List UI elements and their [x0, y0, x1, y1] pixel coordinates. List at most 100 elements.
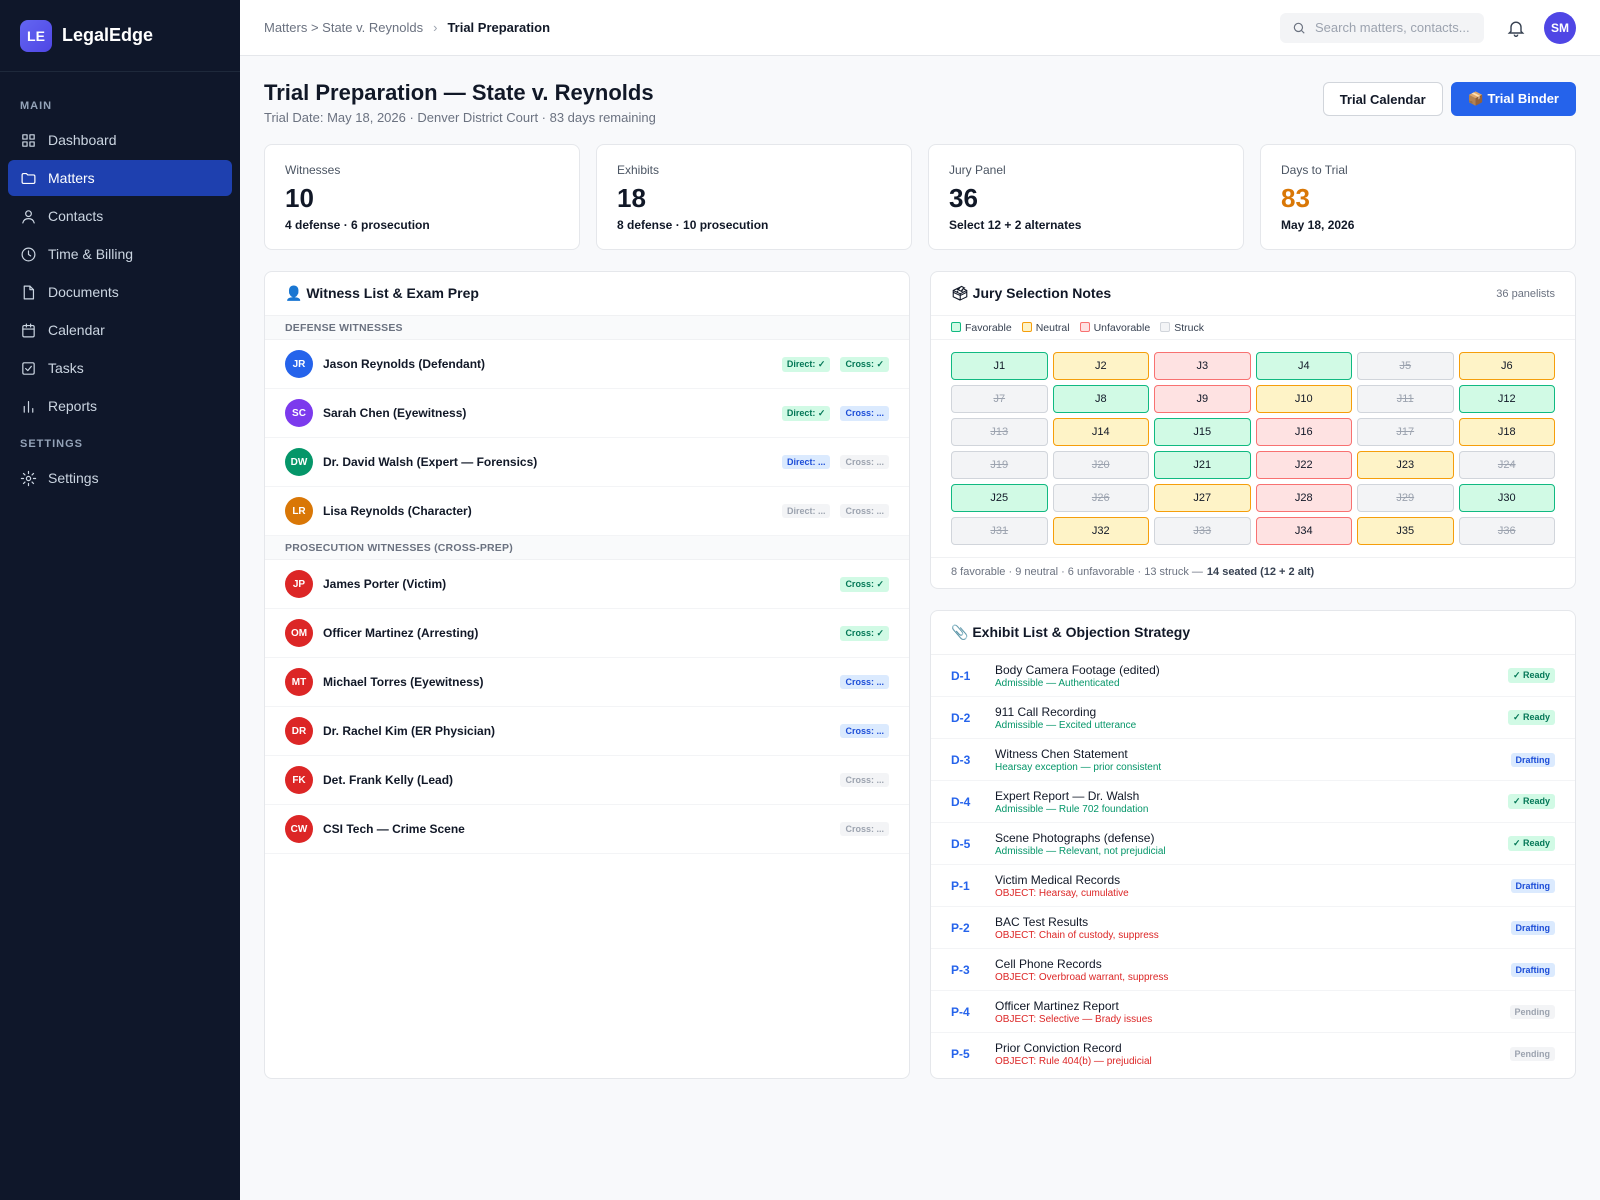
clock-icon [20, 246, 37, 263]
juror-cell[interactable]: J11 [1357, 385, 1454, 413]
juror-cell[interactable]: J30 [1459, 484, 1556, 512]
direct-exam-badge: Direct: ... [782, 455, 831, 469]
juror-cell[interactable]: J33 [1154, 517, 1251, 545]
witness-row[interactable]: JP James Porter (Victim) Cross: ✓ [265, 560, 909, 609]
exhibit-row[interactable]: D-1 Body Camera Footage (edited) Admissibl… [931, 655, 1575, 697]
sidebar-item-label: Dashboard [48, 132, 117, 148]
sidebar-item-reports[interactable]: Reports [8, 388, 232, 424]
juror-cell[interactable]: J16 [1256, 418, 1353, 446]
cross-exam-badge: Cross: ✓ [840, 577, 889, 592]
exhibit-id: D-1 [951, 669, 995, 683]
witness-card-title: 👤 Witness List & Exam Prep [285, 285, 479, 302]
exhibit-name: 911 Call Recording [995, 705, 1136, 719]
juror-cell[interactable]: J26 [1053, 484, 1150, 512]
juror-cell[interactable]: J3 [1154, 352, 1251, 380]
juror-cell[interactable]: J10 [1256, 385, 1353, 413]
trial-calendar-button[interactable]: Trial Calendar [1323, 82, 1443, 116]
exhibit-row[interactable]: P-5 Prior Conviction Record OBJECT: Rule 4… [931, 1033, 1575, 1075]
juror-cell[interactable]: J34 [1256, 517, 1353, 545]
stat-label: Witnesses [285, 163, 559, 177]
exhibit-row[interactable]: P-3 Cell Phone Records OBJECT: Overbroad w… [931, 949, 1575, 991]
juror-cell[interactable]: J25 [951, 484, 1048, 512]
juror-cell[interactable]: J23 [1357, 451, 1454, 479]
witness-name: Jason Reynolds (Defendant) [323, 357, 485, 371]
brand[interactable]: LE LegalEdge [0, 0, 240, 72]
exhibit-status-badge: Drafting [1511, 921, 1556, 935]
witness-row[interactable]: FK Det. Frank Kelly (Lead) Cross: ... [265, 756, 909, 805]
witness-name: CSI Tech — Crime Scene [323, 822, 465, 836]
search-icon [1292, 21, 1306, 35]
jury-card-title: 🗳 Jury Selection Notes [951, 285, 1111, 302]
witness-row[interactable]: SC Sarah Chen (Eyewitness) Direct: ✓ Cross:… [265, 389, 909, 438]
exhibit-id: P-2 [951, 921, 995, 935]
exhibit-row[interactable]: P-4 Officer Martinez Report OBJECT: Select… [931, 991, 1575, 1033]
juror-cell[interactable]: J28 [1256, 484, 1353, 512]
juror-cell[interactable]: J27 [1154, 484, 1251, 512]
juror-cell[interactable]: J6 [1459, 352, 1556, 380]
witness-row[interactable]: DW Dr. David Walsh (Expert — Forensics) Di… [265, 438, 909, 487]
juror-cell[interactable]: J35 [1357, 517, 1454, 545]
legend-label: Unfavorable [1094, 322, 1151, 334]
sidebar-item-dashboard[interactable]: Dashboard [8, 122, 232, 158]
exhibit-strategy: Admissible — Authenticated [995, 678, 1160, 689]
witness-row[interactable]: LR Lisa Reynolds (Character) Direct: ... Cr… [265, 487, 909, 536]
trial-binder-button[interactable]: 📦 Trial Binder [1451, 82, 1576, 116]
juror-cell[interactable]: J8 [1053, 385, 1150, 413]
witness-avatar: SC [285, 399, 313, 427]
juror-cell[interactable]: J18 [1459, 418, 1556, 446]
exhibit-row[interactable]: P-2 BAC Test Results OBJECT: Chain of cust… [931, 907, 1575, 949]
sidebar-item-time-billing[interactable]: Time & Billing [8, 236, 232, 272]
exhibit-row[interactable]: D-5 Scene Photographs (defense) Admissible… [931, 823, 1575, 865]
exhibit-row[interactable]: D-2 911 Call Recording Admissible — Excite… [931, 697, 1575, 739]
sidebar-item-calendar[interactable]: Calendar [8, 312, 232, 348]
breadcrumb-parent[interactable]: Matters > State v. Reynolds [264, 20, 423, 35]
juror-cell[interactable]: J1 [951, 352, 1048, 380]
breadcrumb-current: Trial Preparation [447, 20, 550, 35]
exhibit-info: Victim Medical Records OBJECT: Hearsay, c… [995, 873, 1129, 899]
juror-cell[interactable]: J31 [951, 517, 1048, 545]
legend-swatch [1080, 322, 1090, 332]
sidebar-item-settings[interactable]: Settings [8, 460, 232, 496]
juror-cell[interactable]: J14 [1053, 418, 1150, 446]
juror-cell[interactable]: J13 [951, 418, 1048, 446]
juror-cell[interactable]: J24 [1459, 451, 1556, 479]
juror-cell[interactable]: J5 [1357, 352, 1454, 380]
juror-cell[interactable]: J7 [951, 385, 1048, 413]
sidebar-item-label: Reports [48, 398, 97, 414]
exhibit-info: Prior Conviction Record OBJECT: Rule 404(… [995, 1041, 1152, 1067]
juror-cell[interactable]: J9 [1154, 385, 1251, 413]
sidebar-item-contacts[interactable]: Contacts [8, 198, 232, 234]
search-input[interactable]: Search matters, contacts... [1280, 13, 1484, 43]
juror-cell[interactable]: J19 [951, 451, 1048, 479]
nav-settings: Settings [0, 460, 240, 496]
juror-cell[interactable]: J22 [1256, 451, 1353, 479]
juror-cell[interactable]: J12 [1459, 385, 1556, 413]
exhibit-name: Witness Chen Statement [995, 747, 1161, 761]
sidebar-item-tasks[interactable]: Tasks [8, 350, 232, 386]
juror-cell[interactable]: J17 [1357, 418, 1454, 446]
notifications-button[interactable] [1506, 18, 1526, 38]
document-icon [20, 284, 37, 301]
exhibit-row[interactable]: P-1 Victim Medical Records OBJECT: Hearsay… [931, 865, 1575, 907]
juror-cell[interactable]: J15 [1154, 418, 1251, 446]
witness-row[interactable]: MT Michael Torres (Eyewitness) Cross: ... [265, 658, 909, 707]
witness-row[interactable]: CW CSI Tech — Crime Scene Cross: ... [265, 805, 909, 854]
exhibit-row[interactable]: D-4 Expert Report — Dr. Walsh Admissible —… [931, 781, 1575, 823]
juror-cell[interactable]: J21 [1154, 451, 1251, 479]
sidebar-item-matters[interactable]: Matters [8, 160, 232, 196]
juror-cell[interactable]: J4 [1256, 352, 1353, 380]
witness-row[interactable]: JR Jason Reynolds (Defendant) Direct: ✓ Cro… [265, 340, 909, 389]
witness-name: Dr. David Walsh (Expert — Forensics) [323, 455, 537, 469]
exhibit-row[interactable]: D-3 Witness Chen Statement Hearsay excepti… [931, 739, 1575, 781]
prosecution-witnesses-label: PROSECUTION WITNESSES (CROSS-PREP) [265, 536, 909, 560]
sidebar-item-documents[interactable]: Documents [8, 274, 232, 310]
witness-row[interactable]: OM Officer Martinez (Arresting) Cross: ✓ [265, 609, 909, 658]
juror-cell[interactable]: J20 [1053, 451, 1150, 479]
juror-cell[interactable]: J29 [1357, 484, 1454, 512]
user-avatar[interactable]: SM [1544, 12, 1576, 44]
juror-cell[interactable]: J2 [1053, 352, 1150, 380]
witness-row[interactable]: DR Dr. Rachel Kim (ER Physician) Cross: ..… [265, 707, 909, 756]
juror-cell[interactable]: J36 [1459, 517, 1556, 545]
juror-cell[interactable]: J32 [1053, 517, 1150, 545]
witness-name: Dr. Rachel Kim (ER Physician) [323, 724, 495, 738]
